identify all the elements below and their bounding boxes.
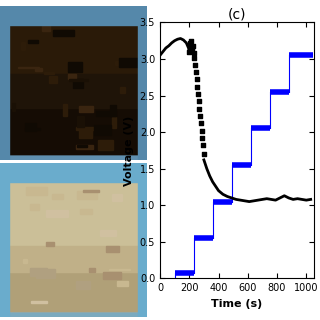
Bar xyxy=(96,111,116,116)
Point xyxy=(201,151,206,156)
Bar xyxy=(52,194,63,199)
Bar xyxy=(28,40,38,44)
Bar xyxy=(52,30,75,36)
Bar xyxy=(93,125,111,135)
Bar xyxy=(30,268,47,276)
Bar xyxy=(98,140,113,150)
Point xyxy=(191,51,196,56)
Bar xyxy=(83,190,99,192)
Bar xyxy=(18,67,39,68)
Bar xyxy=(73,79,83,88)
Bar xyxy=(119,58,140,67)
Point xyxy=(199,128,204,133)
Point xyxy=(192,55,197,60)
Bar xyxy=(25,123,36,131)
Bar xyxy=(120,87,125,92)
Bar xyxy=(6,246,141,272)
Bar xyxy=(89,268,95,272)
Point xyxy=(198,114,203,119)
Bar xyxy=(26,187,47,195)
Bar xyxy=(68,62,82,72)
Point xyxy=(195,84,200,89)
Bar xyxy=(21,42,25,51)
Point xyxy=(193,62,198,68)
Bar xyxy=(109,269,130,270)
Bar xyxy=(0,6,9,160)
Bar xyxy=(6,108,141,154)
Bar xyxy=(76,145,92,149)
Title: (c): (c) xyxy=(228,7,246,21)
Bar xyxy=(42,22,50,31)
Bar xyxy=(116,61,129,65)
X-axis label: Time (s): Time (s) xyxy=(211,299,262,309)
Bar xyxy=(106,246,119,252)
Bar xyxy=(110,105,116,116)
Bar xyxy=(31,301,47,303)
Bar xyxy=(80,209,92,213)
Bar xyxy=(63,104,68,116)
Bar xyxy=(0,163,147,182)
Y-axis label: Voltage (V): Voltage (V) xyxy=(124,115,134,186)
Bar xyxy=(46,211,68,217)
Point xyxy=(201,143,206,148)
Bar xyxy=(102,272,121,279)
Bar xyxy=(112,117,116,128)
Bar xyxy=(100,230,116,236)
Bar xyxy=(35,68,42,71)
Bar xyxy=(46,243,54,246)
Bar xyxy=(79,106,93,112)
Point xyxy=(188,43,193,48)
Bar xyxy=(36,269,55,278)
Bar xyxy=(138,6,147,160)
Bar xyxy=(0,163,9,317)
Bar xyxy=(76,281,90,289)
Bar xyxy=(49,76,57,83)
Bar xyxy=(112,194,122,201)
Bar xyxy=(117,281,128,286)
Point xyxy=(193,69,198,75)
Bar xyxy=(12,103,15,111)
Bar xyxy=(6,175,141,248)
Point xyxy=(189,38,194,43)
Bar xyxy=(25,128,40,130)
Point xyxy=(196,92,201,97)
Bar xyxy=(0,6,147,25)
Point xyxy=(190,43,196,48)
Bar xyxy=(30,204,39,210)
Bar xyxy=(77,116,84,127)
Point xyxy=(197,106,202,111)
Bar xyxy=(79,129,92,139)
Point xyxy=(198,121,204,126)
Point xyxy=(196,99,201,104)
Bar xyxy=(6,272,141,311)
Point xyxy=(190,48,195,53)
Bar xyxy=(68,74,76,79)
Bar xyxy=(68,79,88,81)
Point xyxy=(200,135,205,140)
Bar xyxy=(44,72,54,74)
Bar xyxy=(6,74,141,108)
Bar xyxy=(76,127,95,130)
Bar xyxy=(138,163,147,317)
Bar xyxy=(6,14,141,76)
Bar xyxy=(23,259,27,263)
Bar xyxy=(77,145,87,148)
Point xyxy=(188,40,193,45)
Bar xyxy=(76,191,97,199)
Point xyxy=(194,77,199,82)
Point xyxy=(187,49,192,54)
